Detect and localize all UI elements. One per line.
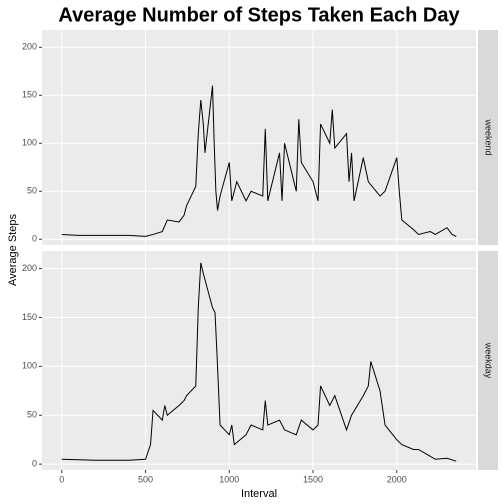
y-tick-label: 100 (22, 138, 37, 148)
y-tick-label: 50 (27, 410, 37, 420)
strip-background (478, 251, 498, 470)
x-tick-label: 500 (138, 474, 153, 484)
y-tick-label: 150 (22, 90, 37, 100)
x-tick-label: 1500 (303, 474, 323, 484)
x-axis-title: Interval (241, 488, 277, 500)
panel-background (42, 251, 476, 470)
panel-background (42, 30, 476, 245)
y-tick-label: 0 (32, 459, 37, 469)
chart-title: Average Number of Steps Taken Each Day (58, 4, 460, 26)
facet-label: weekday (484, 342, 494, 379)
facet-label: weekend (484, 118, 494, 155)
x-tick-label: 0 (59, 474, 64, 484)
y-tick-label: 200 (22, 42, 37, 52)
x-tick-label: 2000 (387, 474, 407, 484)
data-line (61, 85, 457, 237)
y-tick-label: 150 (22, 312, 37, 322)
y-tick-label: 0 (32, 234, 37, 244)
strip-background (478, 30, 498, 245)
y-tick-label: 200 (22, 263, 37, 273)
x-tick-label: 1000 (219, 474, 239, 484)
y-tick-label: 50 (27, 186, 37, 196)
data-line (61, 262, 457, 462)
y-tick-label: 100 (22, 361, 37, 371)
y-axis-title: Average Steps (7, 214, 19, 286)
